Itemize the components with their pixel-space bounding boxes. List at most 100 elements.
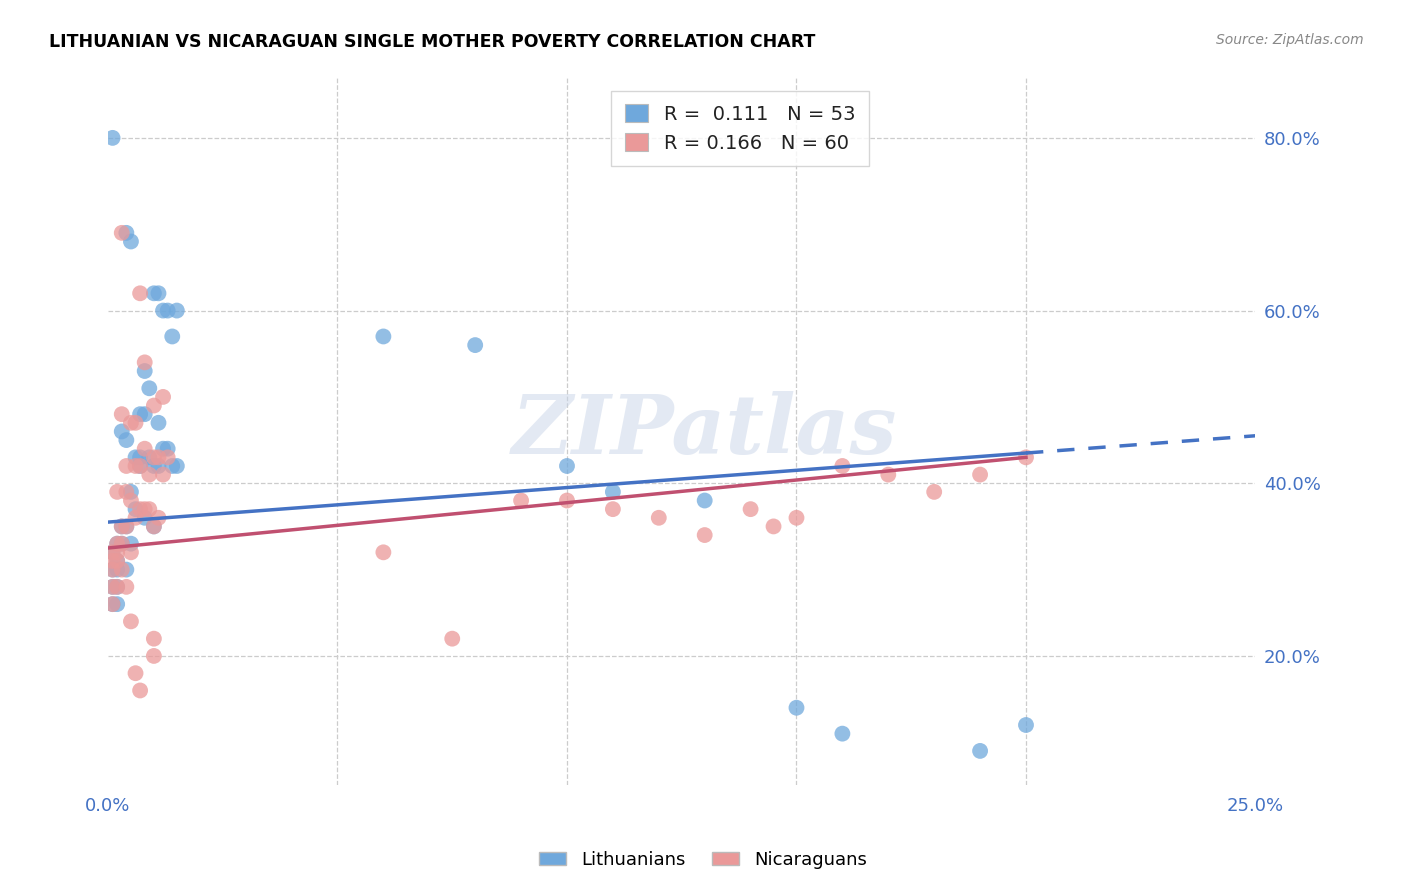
Point: [152, 303, 174, 318]
Point: [105, 537, 128, 551]
Point: [111, 537, 134, 551]
Point: [129, 502, 152, 516]
Point: [105, 537, 128, 551]
Point: [124, 416, 146, 430]
Point: [602, 502, 624, 516]
Point: [101, 580, 124, 594]
Point: [111, 425, 134, 439]
Point: [124, 510, 146, 524]
Point: [111, 407, 134, 421]
Point: [105, 554, 128, 568]
Point: [152, 390, 174, 404]
Point: [134, 355, 156, 369]
Point: [129, 458, 152, 473]
Point: [831, 458, 853, 473]
Point: [138, 467, 160, 482]
Point: [156, 303, 179, 318]
Point: [555, 493, 578, 508]
Point: [120, 615, 142, 629]
Point: [120, 484, 142, 499]
Point: [148, 458, 170, 473]
Point: [441, 632, 464, 646]
Point: [142, 399, 165, 413]
Point: [785, 510, 807, 524]
Point: [129, 286, 152, 301]
Point: [142, 519, 165, 533]
Point: [922, 484, 945, 499]
Point: [115, 563, 138, 577]
Point: [152, 467, 174, 482]
Point: [120, 235, 142, 249]
Point: [101, 563, 124, 577]
Point: [115, 519, 138, 533]
Point: [1015, 450, 1038, 465]
Point: [105, 545, 128, 559]
Point: [373, 329, 395, 343]
Point: [129, 450, 152, 465]
Point: [115, 226, 138, 240]
Point: [124, 458, 146, 473]
Point: [129, 458, 152, 473]
Point: [148, 416, 170, 430]
Point: [162, 458, 184, 473]
Point: [105, 484, 128, 499]
Point: [142, 519, 165, 533]
Point: [101, 131, 124, 145]
Text: LITHUANIAN VS NICARAGUAN SINGLE MOTHER POVERTY CORRELATION CHART: LITHUANIAN VS NICARAGUAN SINGLE MOTHER P…: [49, 33, 815, 51]
Point: [162, 329, 184, 343]
Point: [115, 580, 138, 594]
Point: [969, 744, 991, 758]
Point: [111, 519, 134, 533]
Point: [969, 467, 991, 482]
Point: [877, 467, 900, 482]
Point: [762, 519, 785, 533]
Point: [111, 537, 134, 551]
Point: [120, 416, 142, 430]
Point: [648, 510, 671, 524]
Point: [101, 597, 124, 611]
Point: [101, 545, 124, 559]
Point: [693, 528, 716, 542]
Point: [148, 510, 170, 524]
Point: [124, 666, 146, 681]
Point: [101, 580, 124, 594]
Point: [101, 554, 124, 568]
Point: [166, 458, 188, 473]
Point: [101, 597, 124, 611]
Point: [152, 442, 174, 456]
Point: [138, 502, 160, 516]
Point: [134, 407, 156, 421]
Point: [464, 338, 486, 352]
Point: [831, 726, 853, 740]
Point: [785, 700, 807, 714]
Point: [134, 510, 156, 524]
Point: [111, 519, 134, 533]
Point: [134, 502, 156, 516]
Point: [111, 563, 134, 577]
Point: [101, 563, 124, 577]
Point: [148, 286, 170, 301]
Point: [142, 632, 165, 646]
Point: [105, 597, 128, 611]
Point: [115, 484, 138, 499]
Point: [129, 407, 152, 421]
Point: [105, 563, 128, 577]
Point: [142, 458, 165, 473]
Point: [138, 381, 160, 395]
Point: [142, 286, 165, 301]
Legend: R =  0.111   N = 53, R = 0.166   N = 60: R = 0.111 N = 53, R = 0.166 N = 60: [612, 91, 869, 167]
Point: [373, 545, 395, 559]
Point: [156, 450, 179, 465]
Point: [105, 580, 128, 594]
Point: [156, 442, 179, 456]
Point: [134, 364, 156, 378]
Point: [555, 458, 578, 473]
Point: [105, 554, 128, 568]
Point: [120, 545, 142, 559]
Text: Source: ZipAtlas.com: Source: ZipAtlas.com: [1216, 33, 1364, 47]
Point: [111, 226, 134, 240]
Point: [138, 450, 160, 465]
Point: [115, 433, 138, 447]
Point: [120, 493, 142, 508]
Point: [129, 683, 152, 698]
